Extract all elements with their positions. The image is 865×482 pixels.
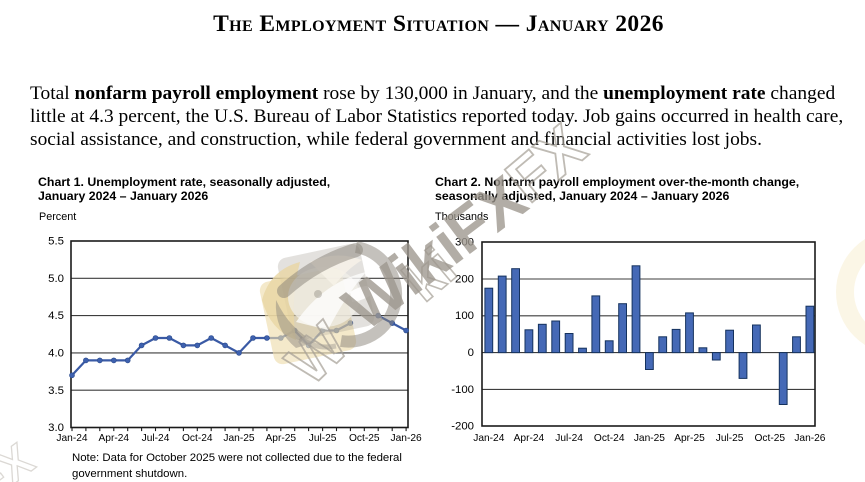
svg-text:Jan-25: Jan-25: [634, 433, 665, 444]
svg-text:FX: FX: [0, 433, 43, 482]
svg-text:3.5: 3.5: [48, 385, 64, 397]
svg-text:Jul-24: Jul-24: [555, 433, 583, 444]
svg-text:Apr-25: Apr-25: [266, 433, 297, 444]
svg-text:100: 100: [455, 310, 474, 322]
svg-text:5.0: 5.0: [48, 273, 64, 285]
svg-text:Jul-25: Jul-25: [716, 433, 744, 444]
svg-text:Jul-25: Jul-25: [309, 433, 337, 444]
svg-text:Jan-24: Jan-24: [56, 433, 87, 444]
svg-text:-200: -200: [451, 421, 474, 433]
svg-text:300: 300: [455, 237, 474, 249]
svg-text:Jan-24: Jan-24: [473, 433, 504, 444]
svg-text:Oct-24: Oct-24: [182, 433, 213, 444]
svg-text:-100: -100: [451, 384, 474, 396]
svg-text:Apr-24: Apr-24: [514, 433, 545, 444]
svg-text:Jul-24: Jul-24: [142, 433, 170, 444]
svg-text:0: 0: [468, 347, 474, 359]
svg-text:Oct-25: Oct-25: [755, 433, 786, 444]
svg-text:5.5: 5.5: [48, 236, 64, 248]
svg-text:3.0: 3.0: [48, 422, 64, 434]
svg-text:4.0: 4.0: [48, 348, 64, 360]
svg-text:200: 200: [455, 273, 474, 285]
svg-text:Oct-25: Oct-25: [349, 433, 380, 444]
svg-text:Jan-25: Jan-25: [223, 433, 254, 444]
svg-text:4.5: 4.5: [48, 310, 64, 322]
svg-text:Jan-26: Jan-26: [391, 433, 422, 444]
svg-text:Apr-25: Apr-25: [674, 433, 705, 444]
svg-text:Apr-24: Apr-24: [99, 433, 130, 444]
svg-text:Oct-24: Oct-24: [594, 433, 625, 444]
svg-text:Jan-26: Jan-26: [794, 433, 825, 444]
